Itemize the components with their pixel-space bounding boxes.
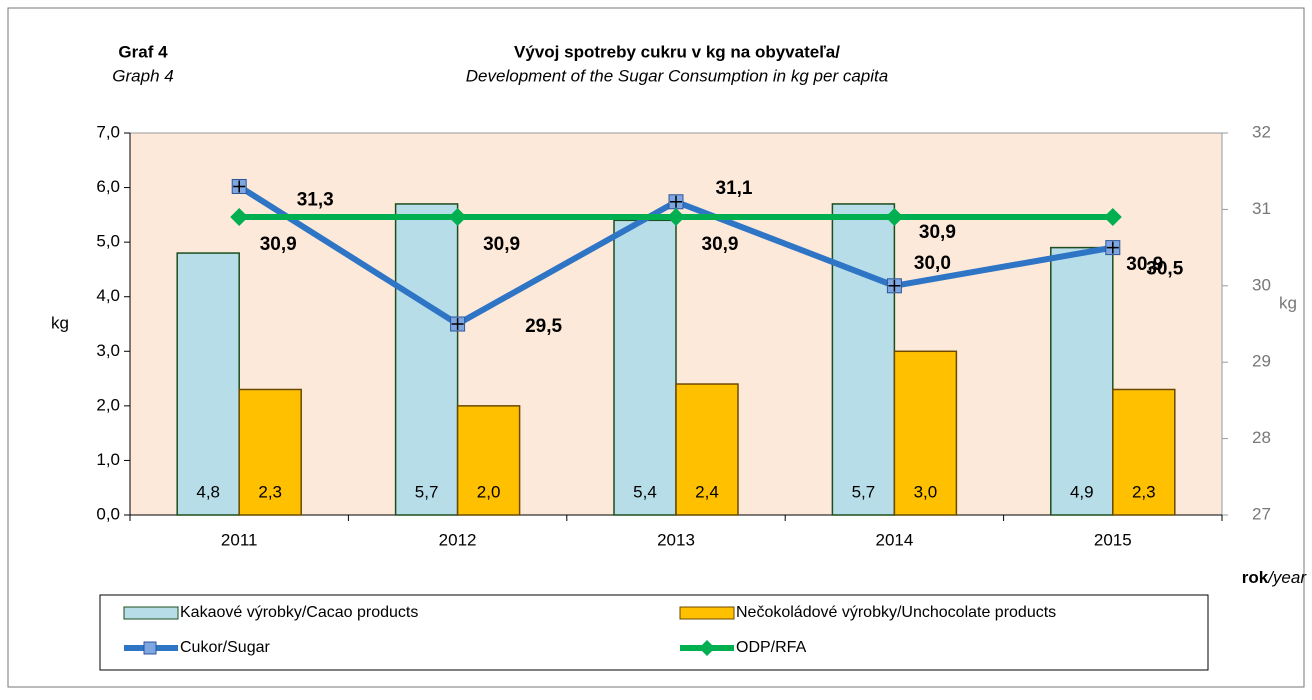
bar-value-label: 2,0 [477, 482, 501, 501]
legend-marker [143, 641, 157, 655]
y2-tick-label: 31 [1252, 199, 1271, 218]
legend-label: ODP/RFA [736, 639, 807, 656]
chart-title: Vývoj spotreby cukru v kg na obyvateľa/ [514, 42, 840, 61]
x-axis-label-italic: /year [1267, 568, 1307, 587]
y-tick-label: 7,0 [96, 122, 120, 141]
y2-axis-label: kg [1279, 293, 1297, 312]
y-tick-label: 5,0 [96, 232, 120, 251]
bar [1050, 246, 1114, 516]
graph-label-en: Graph 4 [112, 66, 173, 85]
line-value-label: 31,1 [716, 178, 753, 199]
bar [394, 203, 459, 516]
line-value-label: 30,9 [1126, 254, 1163, 275]
bar-value-label: 4,9 [1070, 482, 1094, 501]
marker [1103, 208, 1122, 227]
legend-marker [699, 640, 715, 656]
x-tick-label: 2014 [875, 530, 913, 549]
line-value-label: 29,5 [525, 316, 562, 337]
marker-cross [1106, 241, 1119, 254]
bar-value-label: 5,7 [415, 482, 439, 501]
legend-label: Nečokoládové výrobky/Unchocolate product… [736, 604, 1056, 621]
x-axis-label: rok/year [1242, 568, 1308, 587]
marker-cross [451, 318, 464, 330]
marker [448, 208, 467, 227]
line-value-label: 30,9 [483, 234, 520, 255]
x-tick-label: 2015 [1094, 530, 1132, 549]
marker-cross [670, 195, 682, 208]
bar [1112, 388, 1176, 516]
bar [456, 405, 521, 516]
legend-label: Kakaové výrobky/Cacao products [180, 604, 418, 621]
bar-value-label: 5,7 [852, 482, 876, 501]
bar-value-label: 2,4 [695, 482, 719, 501]
line-value-label: 31,3 [297, 189, 334, 210]
y-axis-label: kg [51, 313, 69, 332]
bar [613, 219, 677, 516]
bar-value-label: 5,4 [633, 482, 657, 501]
chart-subtitle: Development of the Sugar Consumption in … [466, 66, 888, 85]
legend [99, 594, 1209, 671]
bar-value-label: 3,0 [914, 482, 938, 501]
line-value-label: 30,9 [702, 234, 739, 255]
y2-tick-label: 29 [1252, 352, 1271, 371]
line-value-label: 30,9 [919, 222, 956, 243]
y2-tick-label: 30 [1252, 275, 1271, 294]
bar [893, 350, 958, 516]
marker-cross [888, 279, 901, 292]
bar-value-label: 4,8 [196, 482, 220, 501]
x-tick-label: 2011 [221, 530, 258, 549]
y2-tick-label: 32 [1252, 122, 1271, 141]
legend-swatch [123, 606, 179, 620]
y-tick-label: 3,0 [96, 341, 120, 360]
legend-swatch [679, 606, 735, 620]
x-tick-label: 2013 [657, 530, 695, 549]
bar [238, 388, 302, 516]
y-tick-label: 4,0 [96, 286, 120, 305]
y-tick-label: 1,0 [96, 450, 120, 469]
marker [885, 208, 904, 227]
x-axis-label-bold: rok [1242, 568, 1269, 587]
y-tick-label: 0,0 [96, 504, 120, 523]
marker-cross [233, 180, 246, 193]
line-value-label: 30,0 [914, 253, 951, 274]
legend-label: Cukor/Sugar [180, 639, 270, 656]
marker [230, 208, 249, 227]
y2-tick-label: 28 [1252, 428, 1271, 447]
bar [176, 252, 240, 516]
marker [667, 208, 685, 227]
y2-tick-label: 27 [1252, 504, 1271, 523]
y-tick-label: 2,0 [96, 395, 120, 414]
graph-label: Graf 4 [118, 42, 168, 61]
bar [831, 203, 896, 516]
bar [675, 383, 739, 516]
bar-value-label: 2,3 [258, 482, 282, 501]
y-tick-label: 6,0 [96, 177, 120, 196]
line-value-label: 30,9 [260, 234, 297, 255]
bar-value-label: 2,3 [1132, 482, 1156, 501]
x-tick-label: 2012 [439, 530, 477, 549]
line-value-label: 30,5 [1146, 259, 1183, 280]
